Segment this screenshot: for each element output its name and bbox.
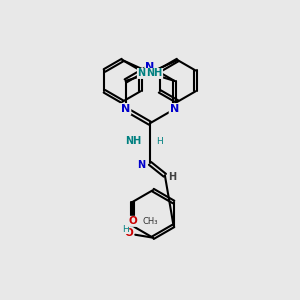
Text: H: H — [168, 172, 176, 182]
Text: N: N — [170, 104, 179, 114]
Text: NH: NH — [125, 136, 141, 146]
Text: NH: NH — [137, 68, 154, 79]
Text: N: N — [121, 104, 130, 114]
Text: O: O — [125, 228, 134, 238]
Text: NH: NH — [146, 68, 163, 79]
Text: O: O — [128, 216, 137, 226]
Text: H: H — [122, 225, 129, 234]
Text: N: N — [146, 62, 154, 72]
Text: N: N — [137, 160, 146, 170]
Text: CH₃: CH₃ — [142, 217, 158, 226]
Text: H: H — [156, 137, 163, 146]
